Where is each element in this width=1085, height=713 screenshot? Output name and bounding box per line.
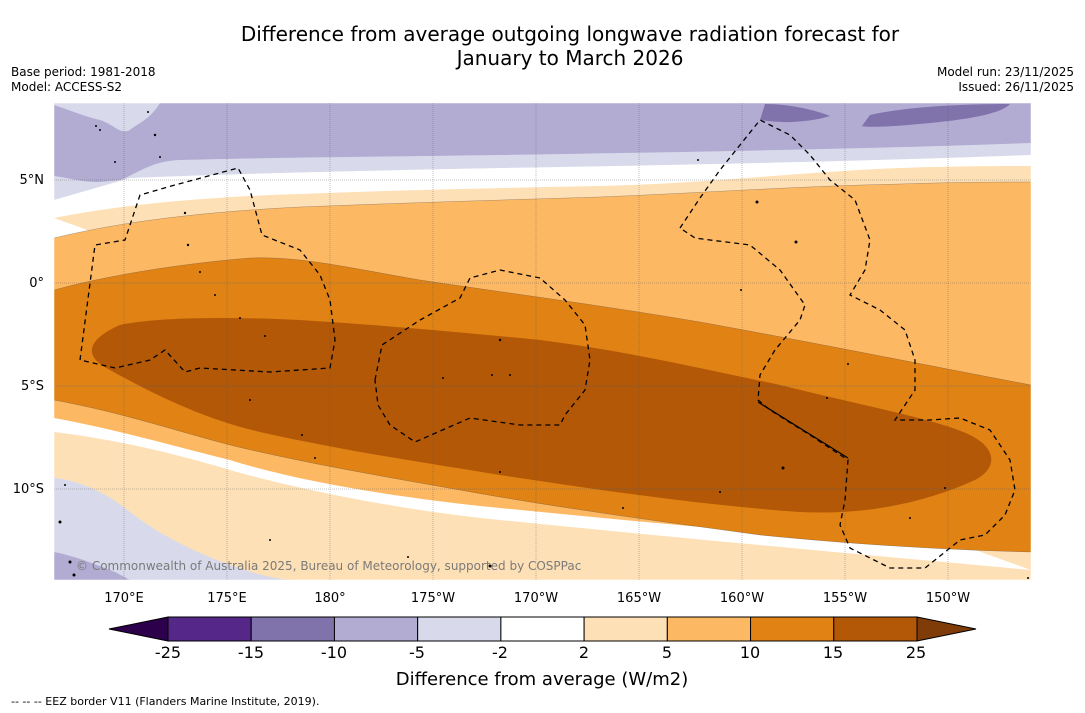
- lon-label: 155°W: [823, 591, 867, 606]
- lon-label: 175°W: [411, 591, 455, 606]
- colorbar-tick: -10: [321, 643, 347, 662]
- colorbar-tick: 10: [740, 643, 760, 662]
- lat-label: 0°: [29, 276, 44, 291]
- graticule: [54, 103, 1031, 580]
- run-info: Model run: 23/11/2025 Issued: 26/11/2025: [937, 65, 1074, 95]
- colorbar-tick: -15: [238, 643, 264, 662]
- colorbar: -25 -15 -10 -5 -2 2 5 10 15 25 Differenc…: [108, 616, 977, 690]
- colorbar-tick: -2: [492, 643, 508, 662]
- lat-label: 5°S: [21, 379, 44, 394]
- lon-label: 180°: [314, 591, 345, 606]
- title-line-1: Difference from average outgoing longwav…: [240, 22, 900, 46]
- colorbar-tick: 2: [579, 643, 589, 662]
- map-panel: © Commonwealth of Australia 2025, Bureau…: [54, 103, 1031, 580]
- lon-label: 160°W: [720, 591, 764, 606]
- model-name: Model: ACCESS-S2: [11, 80, 123, 94]
- title-line-2: January to March 2026: [456, 46, 684, 70]
- olr-band-minus10-north-fill: [54, 103, 160, 132]
- colorbar-label: Difference from average (W/m2): [396, 669, 688, 690]
- eez-line-islands: [679, 119, 1016, 569]
- lon-label: 175°E: [207, 591, 247, 606]
- latitude-labels: 5°N 0° 5°S 10°S: [13, 173, 44, 497]
- colorbar-tick: 25: [906, 643, 926, 662]
- eez-borders: [79, 119, 1016, 569]
- chart-title: Difference from average outgoing longwav…: [0, 22, 1085, 70]
- olr-band-minus15-patch-a: [760, 104, 830, 123]
- issued-date: Issued: 26/11/2025: [958, 80, 1074, 94]
- colorbar-segment: [583, 616, 668, 642]
- olr-band-minus10-north: [54, 103, 1031, 182]
- eez-solid-segment: [757, 401, 849, 459]
- longitude-labels: 170°E 175°E 180° 175°W 170°W 165°W 160°W…: [104, 591, 970, 606]
- olr-band-15to25: [91, 317, 992, 513]
- copyright-credit: © Commonwealth of Australia 2025, Bureau…: [76, 559, 581, 573]
- model-info: Base period: 1981-2018 Model: ACCESS-S2: [11, 65, 156, 95]
- colorbar-segment: [666, 616, 752, 642]
- eez-footnote: -- -- -- EEZ border V11 (Flanders Marine…: [11, 695, 320, 708]
- colorbar-tick: 5: [662, 643, 672, 662]
- eez-phoenix-islands: [374, 269, 591, 443]
- olr-band-minus15-patch-b: [862, 104, 1010, 127]
- lat-label: 10°S: [13, 482, 44, 497]
- colorbar-segment: [167, 616, 252, 642]
- model-run: Model run: 23/11/2025: [936, 65, 1074, 79]
- islands: [58, 111, 1029, 579]
- lon-label: 165°W: [617, 591, 661, 606]
- olr-band-minus10-south: [54, 552, 130, 580]
- olr-band-minus5-south: [54, 478, 290, 580]
- colorbar-segment: [417, 616, 502, 642]
- colorbar-under-extend: [108, 616, 169, 642]
- map-frame: [53, 102, 1032, 581]
- colorbar-segment: [833, 616, 918, 642]
- colorbar-tick: -25: [155, 643, 181, 662]
- colorbar-over-extend: [916, 616, 977, 642]
- lon-label: 150°W: [926, 591, 970, 606]
- colorbar-segment: [250, 616, 335, 642]
- lat-label: 5°N: [20, 173, 45, 188]
- lon-label: 170°W: [514, 591, 558, 606]
- colorbar-segment: [500, 616, 585, 642]
- colorbar-segment: [333, 616, 419, 642]
- base-period: Base period: 1981-2018: [11, 65, 156, 79]
- colorbar-tick: -5: [409, 643, 425, 662]
- colorbar-segment: [750, 616, 835, 642]
- lon-label: 170°E: [104, 591, 144, 606]
- eez-tuvalu-kiribati-west: [79, 167, 336, 373]
- colorbar-tick: 15: [823, 643, 843, 662]
